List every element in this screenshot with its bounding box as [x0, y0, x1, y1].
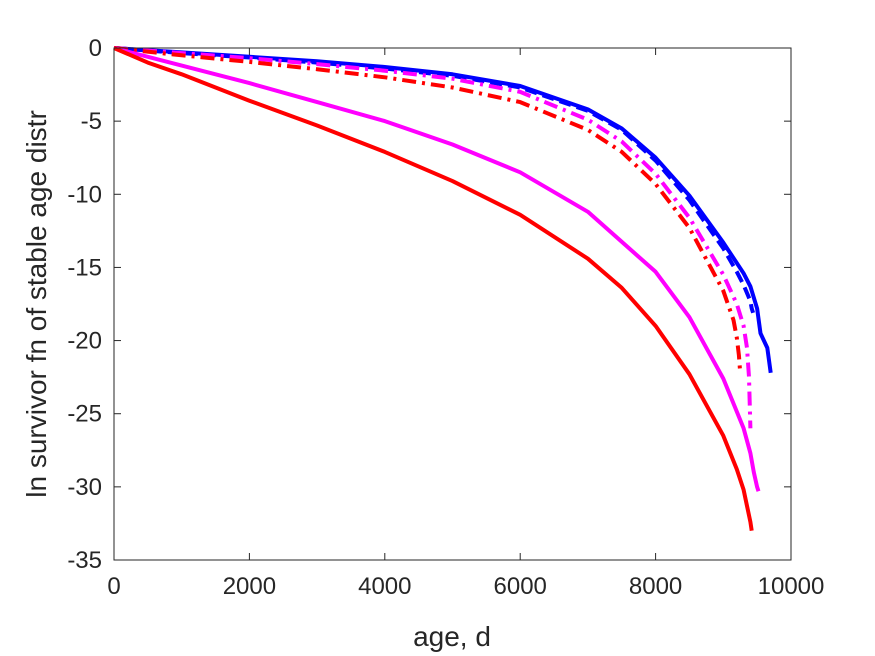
series-line-5 — [113, 46, 761, 492]
y-tick-label: -30 — [67, 474, 102, 501]
series-line-4 — [113, 46, 743, 373]
y-tick-label: -15 — [67, 254, 102, 281]
y-tick-label: -5 — [81, 108, 102, 135]
x-tick-label: 0 — [107, 573, 120, 600]
y-tick-label: -10 — [67, 181, 102, 208]
series-line-1 — [113, 46, 773, 374]
x-tick-label: 6000 — [494, 573, 547, 600]
x-tick-label: 10000 — [758, 573, 825, 600]
y-tick-label: -25 — [67, 401, 102, 428]
x-tick-label: 4000 — [358, 573, 411, 600]
x-tick-label: 8000 — [629, 573, 682, 600]
series-layer — [113, 46, 773, 531]
y-axis-label: ln survivor fn of stable age distr — [21, 110, 52, 498]
y-tick-label: 0 — [89, 35, 102, 62]
x-tick-label: 2000 — [223, 573, 276, 600]
series-line-6 — [113, 46, 754, 531]
axes-layer: 0 2000 4000 6000 8000 10000 0 -5 -10 -15 -20 -25 -30… — [67, 35, 824, 600]
y-tick-label: -20 — [67, 328, 102, 355]
x-axis-label: age, d — [413, 621, 491, 652]
plot-area — [114, 48, 791, 560]
y-tick-label: -35 — [67, 547, 102, 574]
axes-box — [113, 47, 792, 561]
series-line-3 — [113, 46, 753, 429]
